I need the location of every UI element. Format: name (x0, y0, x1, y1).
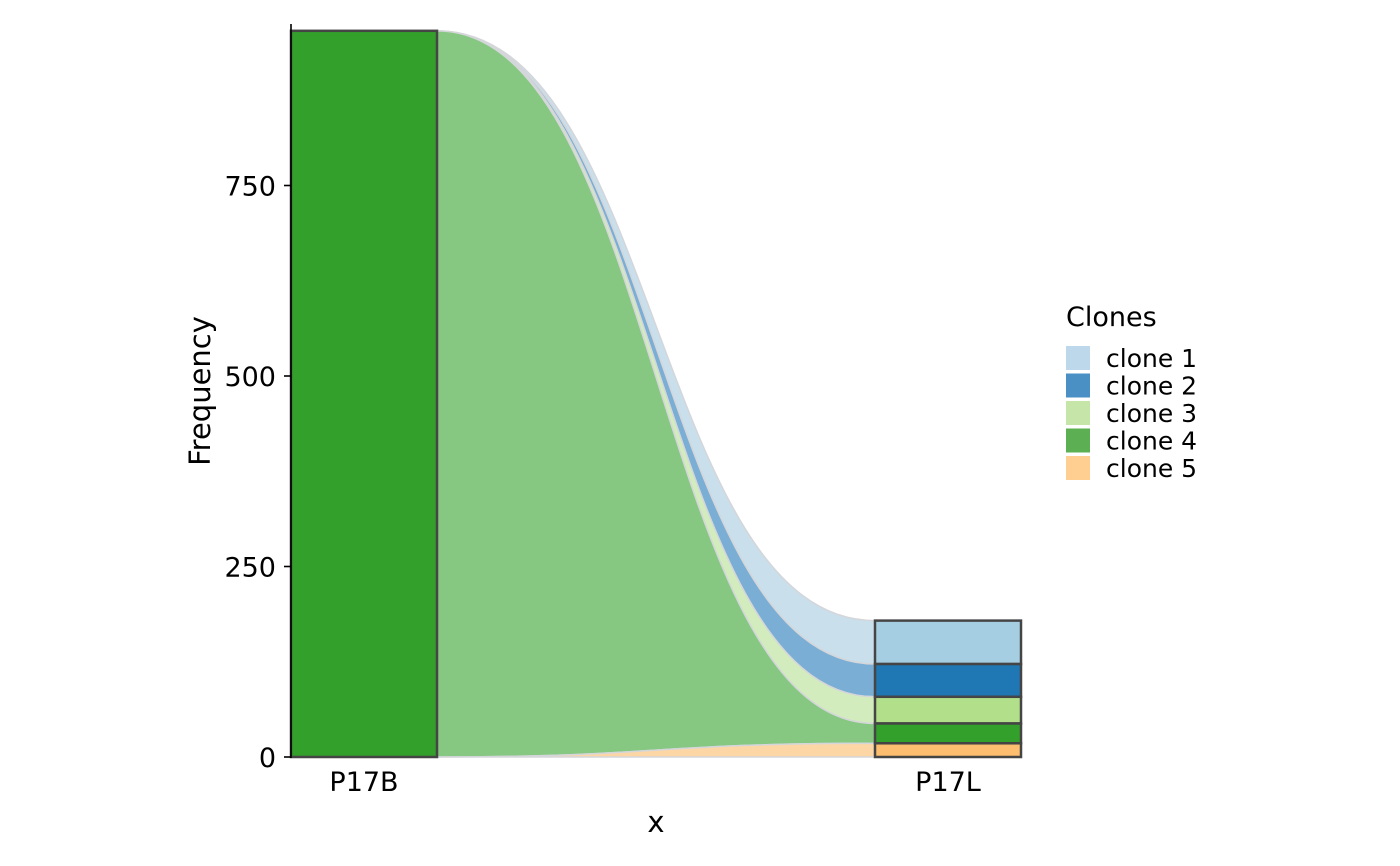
legend-label-clone-4: clone 4 (1106, 427, 1197, 456)
legend-label-clone-1: clone 1 (1106, 344, 1197, 373)
bar-p17l-clone-1 (873, 619, 1023, 666)
x-tick-label: P17L (915, 767, 981, 798)
stratum-layer (289, 29, 1023, 759)
x-axis: P17B P17L (329, 767, 980, 798)
legend-swatch-clone-4 (1066, 428, 1090, 453)
legend-label-clone-5: clone 5 (1106, 454, 1197, 483)
bar-p17l-clone-5 (873, 742, 1023, 759)
y-tick-label: 500 (224, 362, 276, 393)
legend-swatch-clone-1 (1066, 346, 1090, 370)
legend-swatch-clone-3 (1066, 401, 1090, 425)
y-tick-label: 0 (259, 743, 276, 774)
flow-layer (436, 30, 876, 758)
bar-p17l-clone-3 (873, 695, 1023, 725)
legend-title: Clones (1066, 302, 1157, 333)
y-axis: 0 250 500 750 (224, 24, 292, 774)
bar-p17b-clone-4 (289, 29, 439, 759)
bar-p17l-clone-4 (873, 722, 1023, 745)
legend-swatch-clone-5 (1066, 456, 1090, 480)
y-tick-label: 250 (224, 553, 276, 584)
legend-label-clone-3: clone 3 (1106, 399, 1197, 428)
x-tick-label: P17B (329, 767, 398, 798)
legend-swatch-clone-2 (1066, 373, 1090, 398)
bar-p17l-clone-2 (873, 662, 1023, 699)
y-axis-title: Frequency (183, 316, 217, 466)
y-tick-label: 750 (224, 172, 276, 203)
x-axis-title: x (647, 805, 664, 839)
legend-label-clone-2: clone 2 (1106, 372, 1197, 401)
